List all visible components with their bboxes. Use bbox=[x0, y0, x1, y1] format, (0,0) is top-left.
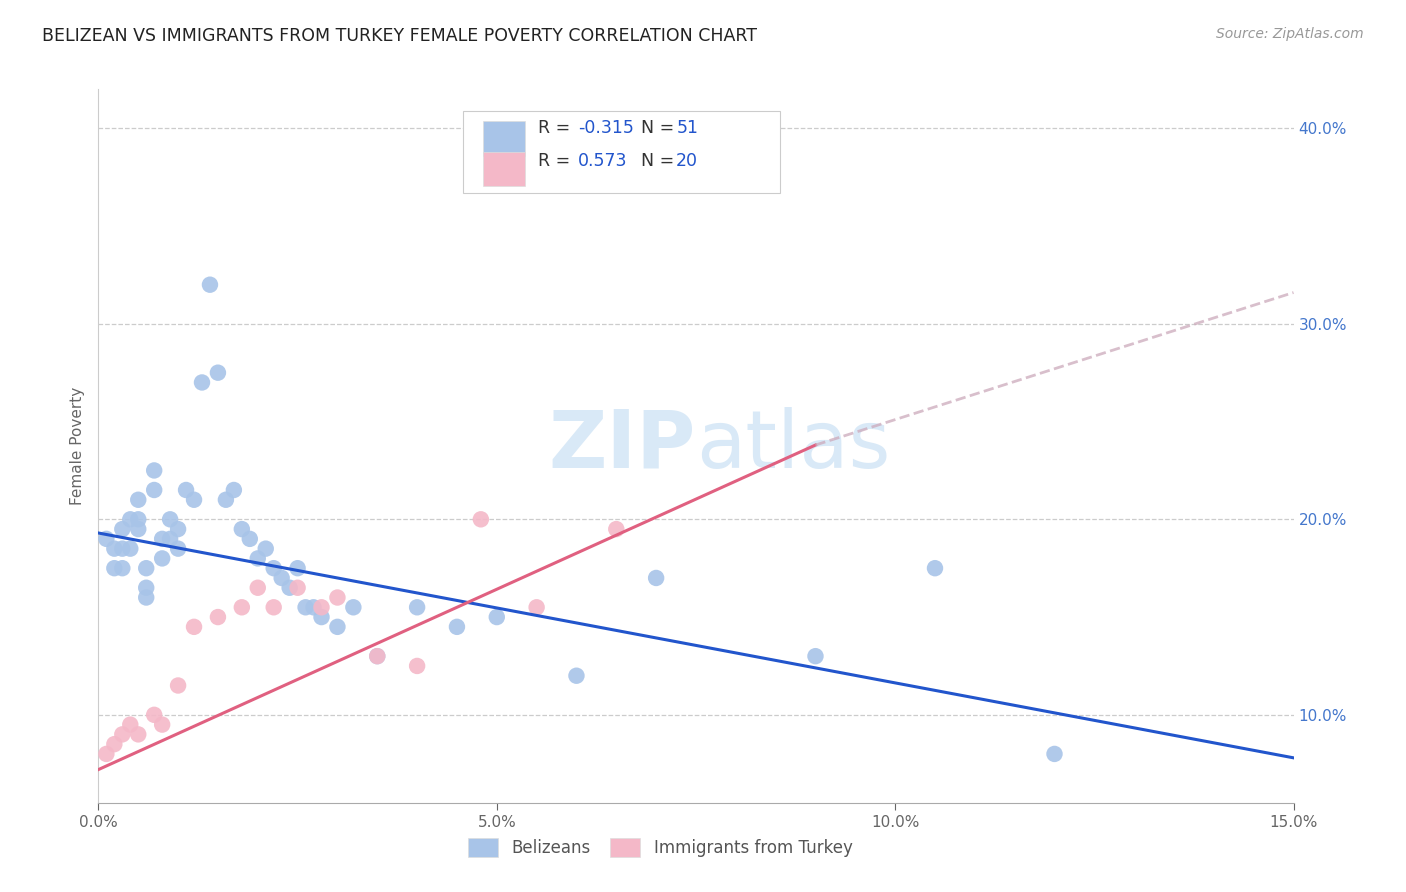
Point bbox=[103, 561, 125, 575]
Text: R =: R = bbox=[538, 152, 576, 169]
Point bbox=[645, 571, 668, 585]
Point bbox=[96, 747, 118, 761]
Point bbox=[246, 551, 269, 566]
Point bbox=[174, 483, 197, 497]
Point bbox=[215, 492, 238, 507]
Point bbox=[485, 610, 508, 624]
Text: R =: R = bbox=[538, 119, 576, 136]
Point bbox=[120, 512, 142, 526]
Point bbox=[207, 610, 229, 624]
Point bbox=[366, 649, 388, 664]
Point bbox=[342, 600, 364, 615]
Text: 51: 51 bbox=[676, 119, 699, 136]
Point bbox=[565, 669, 588, 683]
Point bbox=[183, 620, 205, 634]
Point bbox=[661, 161, 683, 175]
Point bbox=[311, 600, 333, 615]
Point bbox=[198, 277, 221, 292]
Point bbox=[159, 532, 181, 546]
Text: N =: N = bbox=[641, 119, 681, 136]
Point bbox=[111, 541, 134, 556]
FancyBboxPatch shape bbox=[484, 152, 524, 186]
Point bbox=[254, 541, 277, 556]
Point bbox=[470, 512, 492, 526]
Point bbox=[191, 376, 214, 390]
Point bbox=[150, 717, 173, 731]
Point bbox=[263, 600, 285, 615]
Point bbox=[526, 600, 548, 615]
Point bbox=[263, 561, 285, 575]
Point bbox=[605, 522, 627, 536]
Point bbox=[239, 532, 262, 546]
Point bbox=[804, 649, 827, 664]
Point bbox=[183, 492, 205, 507]
Point bbox=[96, 532, 118, 546]
Y-axis label: Female Poverty: Female Poverty bbox=[69, 387, 84, 505]
Point bbox=[222, 483, 245, 497]
Point bbox=[111, 561, 134, 575]
Point bbox=[231, 522, 253, 536]
Point bbox=[135, 591, 157, 605]
Point bbox=[294, 600, 316, 615]
Point bbox=[135, 581, 157, 595]
Point bbox=[246, 581, 269, 595]
Point bbox=[120, 541, 142, 556]
Point bbox=[302, 600, 325, 615]
Point bbox=[207, 366, 229, 380]
Point bbox=[311, 610, 333, 624]
Point bbox=[127, 512, 149, 526]
Text: Source: ZipAtlas.com: Source: ZipAtlas.com bbox=[1216, 27, 1364, 41]
Point bbox=[127, 522, 149, 536]
Point bbox=[143, 463, 166, 477]
Point bbox=[150, 551, 173, 566]
Point bbox=[143, 707, 166, 722]
Point bbox=[406, 659, 429, 673]
Point bbox=[167, 522, 190, 536]
Point bbox=[103, 541, 125, 556]
Text: 0.573: 0.573 bbox=[578, 152, 627, 169]
Point bbox=[159, 512, 181, 526]
FancyBboxPatch shape bbox=[463, 111, 780, 193]
Point bbox=[287, 581, 309, 595]
Text: ZIP: ZIP bbox=[548, 407, 696, 485]
Point bbox=[127, 727, 149, 741]
Text: atlas: atlas bbox=[696, 407, 890, 485]
Point bbox=[446, 620, 468, 634]
Point bbox=[1043, 747, 1066, 761]
Point bbox=[120, 717, 142, 731]
Point bbox=[143, 483, 166, 497]
Point bbox=[924, 561, 946, 575]
Point bbox=[287, 561, 309, 575]
Point bbox=[326, 591, 349, 605]
Point bbox=[326, 620, 349, 634]
FancyBboxPatch shape bbox=[484, 121, 524, 155]
Text: BELIZEAN VS IMMIGRANTS FROM TURKEY FEMALE POVERTY CORRELATION CHART: BELIZEAN VS IMMIGRANTS FROM TURKEY FEMAL… bbox=[42, 27, 758, 45]
Point bbox=[231, 600, 253, 615]
Point bbox=[135, 561, 157, 575]
Text: -0.315: -0.315 bbox=[578, 119, 634, 136]
Point bbox=[167, 541, 190, 556]
Point bbox=[111, 522, 134, 536]
Point bbox=[111, 727, 134, 741]
Point bbox=[270, 571, 292, 585]
Point bbox=[366, 649, 388, 664]
Text: N =: N = bbox=[641, 152, 681, 169]
Text: 20: 20 bbox=[676, 152, 699, 169]
Point bbox=[150, 532, 173, 546]
Legend: Belizeans, Immigrants from Turkey: Belizeans, Immigrants from Turkey bbox=[460, 830, 860, 866]
Point bbox=[406, 600, 429, 615]
Point bbox=[167, 678, 190, 692]
Point bbox=[278, 581, 301, 595]
Point bbox=[127, 492, 149, 507]
Point bbox=[103, 737, 125, 751]
